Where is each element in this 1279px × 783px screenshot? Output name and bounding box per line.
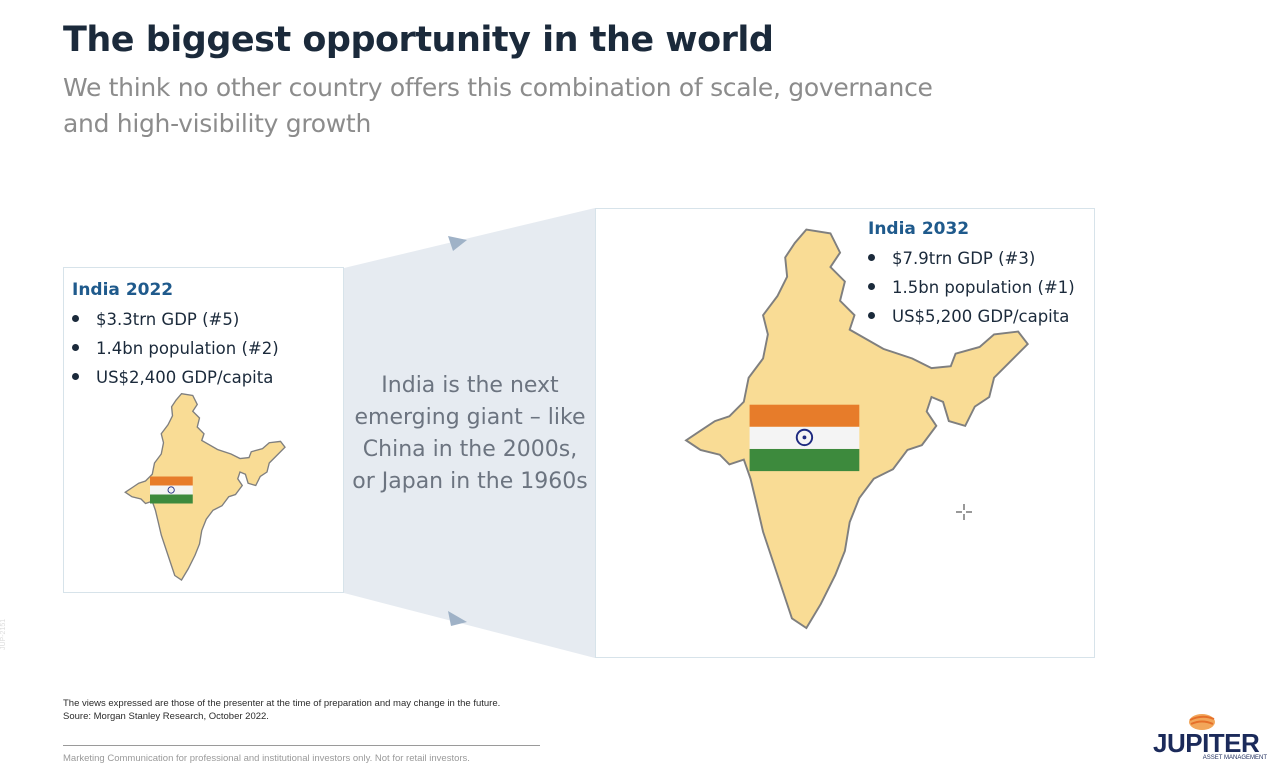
marketing-disclaimer: Marketing Communication for professional… xyxy=(63,753,470,764)
list-item: $3.3trn GDP (#5) xyxy=(72,308,279,337)
bottom-arrow-icon xyxy=(448,611,467,626)
logo-wordmark: JUPITER xyxy=(1153,728,1260,758)
list-item: 1.5bn population (#1) xyxy=(868,276,1075,305)
views-disclaimer: The views expressed are those of the pre… xyxy=(63,698,501,709)
india-map-large xyxy=(684,228,1030,630)
connector-shape xyxy=(344,208,595,658)
middle-callout-text: India is the next emerging giant – like … xyxy=(352,373,588,494)
india-map-small xyxy=(124,392,286,581)
jupiter-logo-icon xyxy=(1189,714,1215,730)
footer-divider xyxy=(63,745,540,746)
bullet-dot-icon xyxy=(868,312,875,319)
bullet-dot-icon xyxy=(72,344,79,351)
list-item: $7.9trn GDP (#3) xyxy=(868,247,1075,276)
bullet-dot-icon xyxy=(868,283,875,290)
india-flag-large xyxy=(749,404,860,472)
list-item: 1.4bn population (#2) xyxy=(72,337,279,366)
logo-subtitle: ASSET MANAGEMENT xyxy=(1202,755,1267,761)
page-subtitle: We think no other country offers this co… xyxy=(63,73,933,138)
bullet-dot-icon xyxy=(868,254,875,261)
india-2022-list: $3.3trn GDP (#5) 1.4bn population (#2) U… xyxy=(72,308,279,395)
india-flag-small xyxy=(150,476,193,504)
list-item: US$2,400 GDP/capita xyxy=(72,366,279,395)
india-2032-list: $7.9trn GDP (#3) 1.5bn population (#1) U… xyxy=(868,247,1075,334)
india-2022-heading: India 2022 xyxy=(72,280,174,300)
page-title: The biggest opportunity in the world xyxy=(63,20,774,60)
bullet-dot-icon xyxy=(72,373,79,380)
india-2032-card: India 2032 $7.9trn GDP (#3) 1.5bn popula… xyxy=(595,208,1095,658)
jupiter-logo: JUPITER ASSET MANAGEMENT xyxy=(1153,710,1273,765)
crosshair-cursor-icon xyxy=(956,504,972,520)
list-item: US$5,200 GDP/capita xyxy=(868,305,1075,334)
india-2032-heading: India 2032 xyxy=(868,219,970,239)
bullet-dot-icon xyxy=(72,315,79,322)
document-code: JUP-2151 xyxy=(0,618,7,650)
india-2022-card: India 2022 $3.3trn GDP (#5) 1.4bn popula… xyxy=(63,267,344,593)
top-arrow-icon xyxy=(448,236,467,251)
source-note: Soure: Morgan Stanley Research, October … xyxy=(63,711,269,722)
